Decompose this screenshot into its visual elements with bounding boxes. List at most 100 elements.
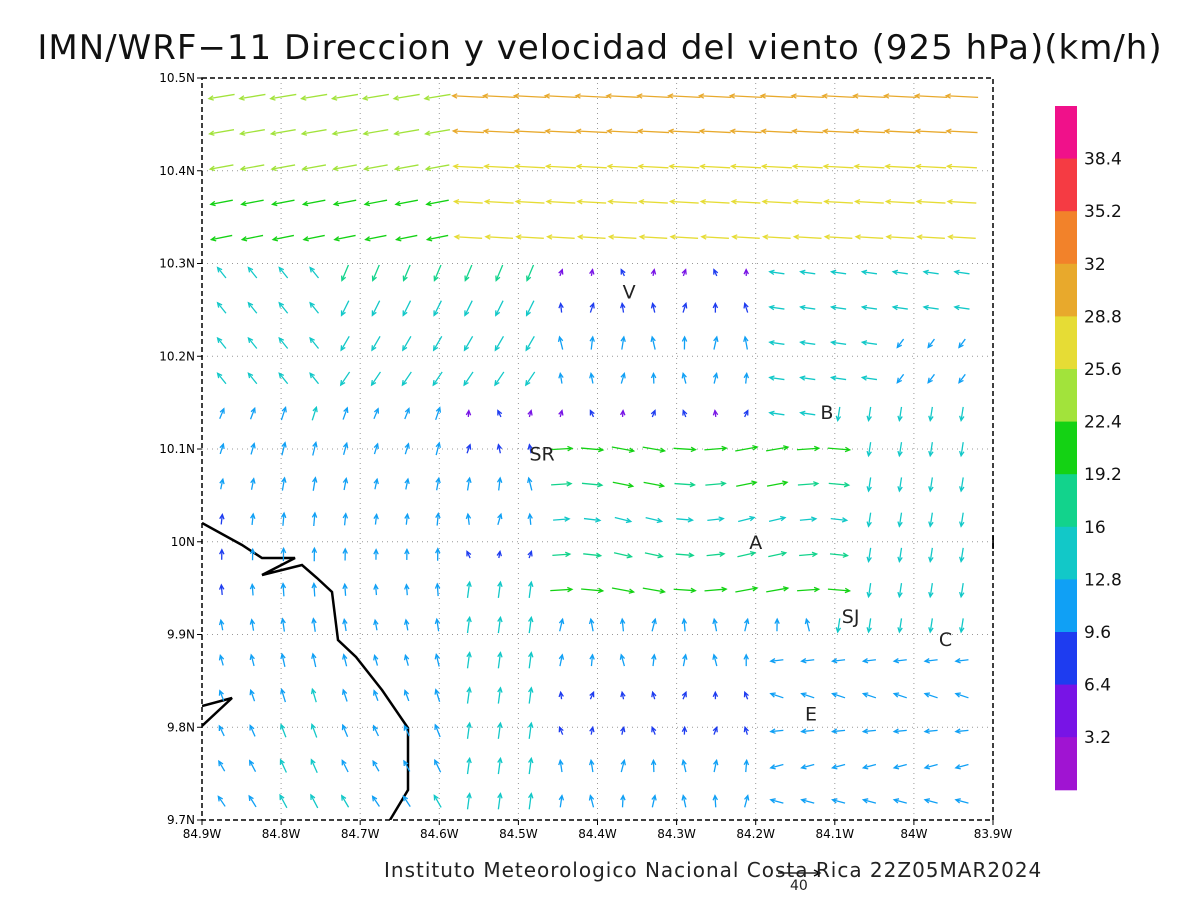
wind-vector — [713, 335, 719, 350]
wind-vector — [853, 198, 884, 205]
wind-vector — [466, 686, 472, 704]
wind-vector — [543, 93, 578, 99]
wind-vector — [854, 234, 884, 240]
wind-vector — [494, 335, 505, 352]
wind-vector — [650, 371, 657, 384]
wind-vector — [432, 371, 443, 387]
wind-vector — [800, 692, 815, 699]
wind-vector — [729, 163, 762, 170]
wind-vector — [425, 234, 449, 242]
wind-vector — [620, 794, 626, 808]
wind-vector — [342, 582, 348, 596]
wind-vector — [737, 550, 757, 558]
wind-vector — [612, 481, 635, 489]
wind-vector — [861, 692, 877, 699]
wind-vector — [342, 653, 348, 667]
wind-vector — [280, 617, 286, 632]
wind-vector — [637, 163, 669, 170]
wind-vector — [605, 128, 639, 134]
wind-vector — [892, 798, 907, 804]
wind-vector — [642, 587, 666, 594]
wind-vector — [913, 93, 948, 99]
wind-vector — [673, 446, 697, 453]
wind-vector — [928, 583, 934, 599]
wind-vector — [497, 409, 503, 418]
wind-vector — [342, 441, 349, 455]
wind-vector — [544, 128, 577, 134]
wind-vector — [620, 335, 626, 350]
wind-vector — [675, 552, 695, 558]
wind-vector — [589, 371, 595, 384]
wind-vector — [528, 651, 534, 669]
wind-vector — [682, 653, 688, 667]
footer-credit: Instituto Meteorologico Nacional Costa R… — [384, 858, 1043, 882]
wind-vector — [704, 445, 728, 452]
colorbar-label: 16 — [1084, 518, 1106, 538]
wind-vector — [373, 407, 380, 420]
wind-vector — [269, 93, 297, 101]
wind-vector — [698, 128, 731, 134]
wind-vector — [580, 446, 605, 453]
axis-labels: 84.9W 84.8W 84.7W 84.6W 84.5W 84.4W 84.3W 84.2W… — [159, 71, 1012, 841]
wind-vector — [525, 335, 535, 352]
wind-vector — [799, 304, 816, 311]
wind-vector — [581, 587, 605, 594]
wind-vector — [769, 657, 784, 664]
wind-vector — [270, 199, 295, 207]
wind-vector — [435, 441, 441, 456]
wind-vector — [829, 304, 847, 311]
wind-vector — [769, 763, 784, 770]
wind-vector — [558, 725, 564, 735]
wind-vector — [558, 409, 564, 418]
wind-vector — [311, 546, 318, 562]
wind-vector — [341, 264, 350, 282]
colorbar-swatch — [1055, 474, 1077, 528]
colorbar-label: 22.4 — [1084, 413, 1122, 433]
wind-vector — [823, 198, 853, 205]
wind-vector — [761, 198, 792, 205]
wind-vector — [497, 756, 503, 775]
wind-vector — [673, 587, 697, 594]
wind-vector — [667, 128, 700, 134]
wind-vector — [743, 371, 750, 384]
wind-vector — [452, 198, 483, 205]
wind-vector — [281, 441, 287, 456]
wind-vector — [425, 199, 449, 207]
wind-vector — [311, 617, 317, 632]
wind-vector — [495, 264, 504, 282]
wind-vector — [370, 371, 382, 387]
wind-vector — [928, 442, 934, 458]
wind-vector — [333, 234, 356, 242]
wind-vector — [464, 300, 473, 317]
lon-tick-label: 84W — [900, 827, 927, 841]
wind-vector — [404, 512, 410, 525]
wind-vector — [681, 268, 687, 277]
wind-vector — [765, 445, 790, 452]
wind-vector — [424, 164, 450, 172]
wind-vector — [743, 268, 749, 276]
wind-vector — [954, 798, 969, 804]
wind-vector — [434, 547, 441, 561]
wind-vector — [558, 794, 565, 808]
colorbar-swatch — [1055, 369, 1077, 423]
wind-vector — [249, 724, 256, 737]
wind-vector — [402, 264, 411, 282]
wind-vector — [340, 335, 350, 352]
wind-vector — [588, 617, 595, 632]
wind-vector — [218, 759, 226, 772]
wind-vector — [607, 198, 638, 205]
wind-vector — [830, 657, 846, 664]
wind-vector — [835, 618, 842, 634]
wind-vector — [280, 582, 287, 597]
wind-vector — [514, 163, 546, 170]
wind-vector — [250, 477, 256, 490]
wind-vector — [735, 586, 759, 593]
wind-vector — [208, 164, 234, 172]
wind-vector — [342, 476, 349, 491]
wind-vector — [219, 548, 225, 560]
wind-vector — [892, 657, 907, 664]
wind-vector — [759, 93, 794, 99]
map-title: IMN/WRF−11 Direccion y velocidad del vie… — [37, 28, 1163, 68]
wind-vector — [712, 690, 719, 700]
wind-vector — [207, 93, 235, 101]
